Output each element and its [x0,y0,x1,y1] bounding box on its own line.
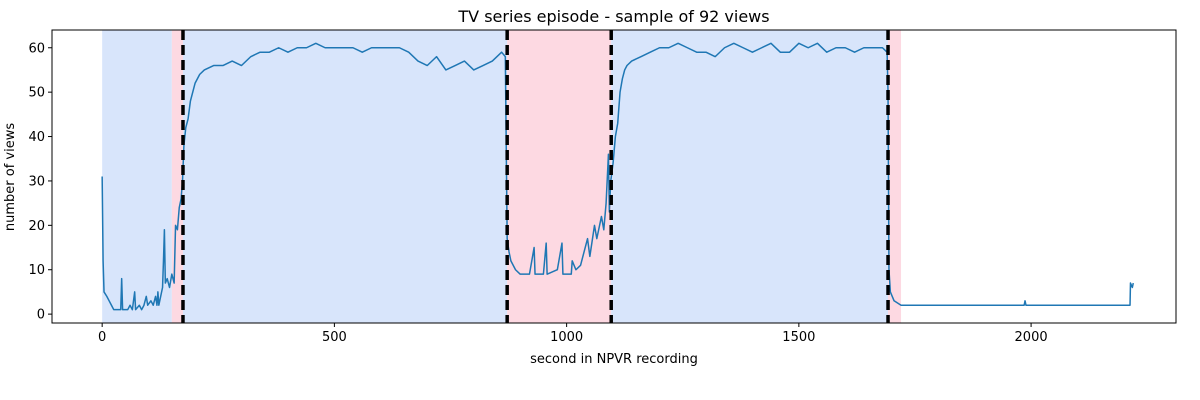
y-tick-label: 40 [28,130,45,145]
x-tick-label: 1000 [550,330,583,345]
x-tick-label: 2000 [1015,330,1048,345]
y-tick-label: 10 [28,263,45,278]
span [171,30,183,323]
span [507,30,612,323]
span [611,30,889,323]
span [182,30,508,323]
plot-frame [51,29,1177,324]
x-axis-label: second in NPVR recording [530,352,698,367]
span [888,30,902,323]
y-tick-label: 20 [28,219,45,234]
y-tick-label: 30 [28,174,45,189]
y-axis-label: number of views [3,123,18,231]
span [102,30,172,323]
x-tick-label: 500 [322,330,347,345]
x-tick-label: 1500 [782,330,815,345]
y-tick-label: 0 [37,308,45,323]
y-tick-label: 50 [28,86,45,101]
chart-title: TV series episode - sample of 92 views [457,7,769,26]
y-tick-label: 60 [28,41,45,56]
x-tick-label: 0 [98,330,106,345]
